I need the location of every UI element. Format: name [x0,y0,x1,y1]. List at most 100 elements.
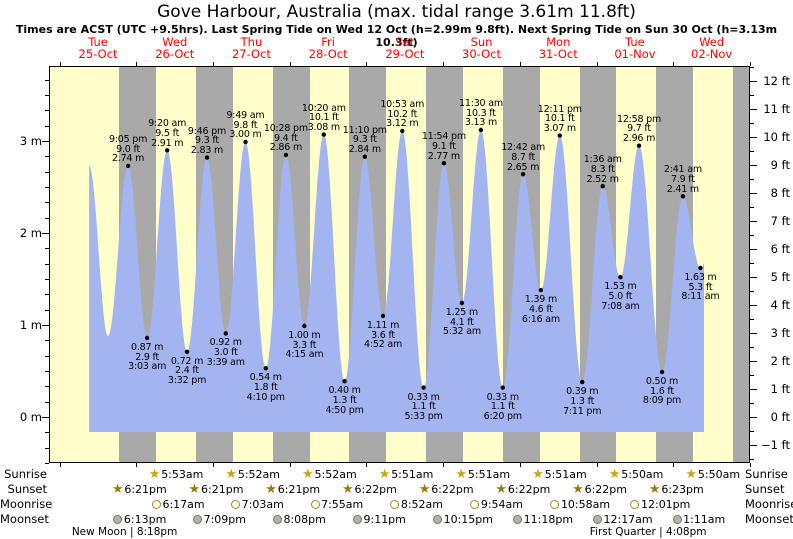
day-header-date: 28-Oct [308,47,348,61]
day-boundary-bottom-tick [213,463,215,467]
tide-high-dot [243,139,248,145]
day-header: Sun 30-Oct [443,36,521,60]
feet-minor-tick [750,94,754,96]
tide-annotation-line: 9.5 ft [155,127,180,139]
moonset-row-label-left: Moonset [0,512,49,526]
feet-major-tick [750,276,757,278]
astro-time-label: 5:50am [621,468,664,481]
tide-annotation-line: 8.3 ft [590,163,615,175]
tide-low-dot [263,366,268,371]
day-boundary-top-tick [59,62,61,66]
feet-minor-tick [750,122,754,124]
tide-annotation: 0.87 m 2.9 ft 3:03 am [107,343,187,372]
feet-minor-tick [750,318,754,320]
moonrise-row-label-left: Moonrise [0,497,53,511]
feet-minor-tick [750,150,754,152]
feet-major-tick [750,80,757,82]
day-boundary-bottom-tick [366,463,368,467]
tide-annotation-line: 12:42 am [501,142,546,154]
astro-time-label: 7:55am [321,498,364,511]
tide-annotation-line: 5:33 pm [404,411,443,423]
tide-annotation-line: 2.9 ft [135,351,160,363]
feet-minor-tick [750,234,754,236]
feet-major-tick [750,220,757,222]
tide-annotation: 1.53 m 5.0 ft 7:08 am [580,282,660,311]
tide-annotation: 9:20 am 9.5 ft 2.91 m [127,119,207,148]
meter-major-tick [42,417,49,418]
moonset-circle-icon [513,515,523,524]
day-header: Tue 01-Nov [596,36,674,60]
tide-area [89,130,705,432]
day-header-name: Tue [625,35,645,49]
meter-axis-label: 0 m [19,410,42,424]
tide-annotation-line: 0.33 m [407,391,440,403]
page-title: Gove Harbour, Australia (max. tidal rang… [157,2,636,22]
tide-annotation-line: 10:20 am [301,102,346,114]
astro-time-label: 6:21pm [124,483,167,496]
day-header-name: Sat [395,35,415,49]
tide-high-dot [125,163,131,169]
tide-annotation-line: 1.25 m [445,307,478,318]
day-header-name: Wed [699,35,725,49]
tide-high-dot [636,143,642,148]
sunset-row-label-right: Sunset [745,482,785,496]
astro-time-label: 10:58am [560,498,611,511]
tide-annotation-line: 2.74 m [111,153,145,165]
sunset-star-icon: ★ [188,481,201,497]
astro-time-label: 6:21pm [201,483,244,496]
moonrise-circle-icon [630,500,640,509]
tide-high-dot [165,148,170,153]
tide-annotation: 0.39 m 1.3 ft 7:11 pm [542,387,622,416]
meter-minor-tick [45,432,49,434]
astro-time-label: 1:11am [683,513,726,526]
tide-annotation-line: 0.72 m [170,355,204,367]
meter-minor-tick [45,279,49,280]
tide-annotation-line: 4:50 pm [325,404,364,416]
sunrise-star-icon: ★ [378,466,391,482]
tide-high-dot [600,184,605,189]
tide-annotation-line: 6:16 am [521,313,560,325]
tide-annotation-line: 3.00 m [229,129,262,141]
feet-minor-tick [750,290,754,292]
tide-annotation: 10:28 pm 9.4 ft 2.86 m [246,124,326,153]
sunset-star-icon: ★ [341,481,354,497]
feet-minor-tick [750,66,754,68]
tide-annotation-line: 3.6 ft [371,329,395,341]
day-header-name: Sun [470,35,493,49]
day-header: Mon 31-Oct [519,36,597,60]
tide-annotation-line: 10:53 am [380,98,425,110]
tide-annotation-line: 10:28 pm [263,122,308,134]
tide-annotation-line: 11:30 am [459,98,503,110]
tide-annotation-line: 1.3 ft [570,395,595,407]
feet-minor-tick [750,262,754,264]
tide-annotation: 0.50 m 1.6 ft 8:09 pm [622,377,702,406]
tide-low-dot [421,385,426,390]
tide-annotation-line: 9:46 pm [187,125,227,137]
tide-annotation-line: 9:49 am [226,110,265,121]
day-header: Sat 29-Oct [366,36,444,60]
tide-low-dot [380,313,386,319]
tide-high-dot [478,127,484,133]
astro-time-label: 12:17am [603,513,653,526]
tide-annotation-line: 2.52 m [586,173,619,185]
tide-annotation: 0.33 m 1.1 ft 6:20 pm [463,392,543,422]
sunset-star-icon: ★ [495,481,508,497]
day-boundary-bottom-tick [443,463,445,467]
astro-time-label: 6:22pm [431,483,474,496]
tide-annotation: 1.00 m 3.3 ft 4:15 am [264,331,344,360]
tide-annotation-line: 2.41 m [666,183,699,195]
meter-minor-tick [45,263,49,265]
astro-time-label: 9:54am [480,498,523,511]
tide-annotation-line: 1.53 m [604,281,637,293]
tide-annotation-line: 2.65 m [507,161,540,173]
tide-annotation: 10:20 am 10.1 ft 3.08 m [284,102,364,134]
tide-annotation-line: 3.08 m [307,122,340,134]
tide-annotation-line: 8.7 ft [511,151,536,163]
astro-time-label: 6:22pm [507,483,551,496]
tide-annotation-line: 5.0 ft [608,290,633,302]
meter-axis-label: 1 m [19,318,42,332]
astro-time-label: 5:51am [391,468,434,481]
astro-time-label: 8:08pm [283,513,326,526]
astro-time-label: 5:52am [237,468,281,481]
astro-time-label: 6:13pm [123,513,167,526]
